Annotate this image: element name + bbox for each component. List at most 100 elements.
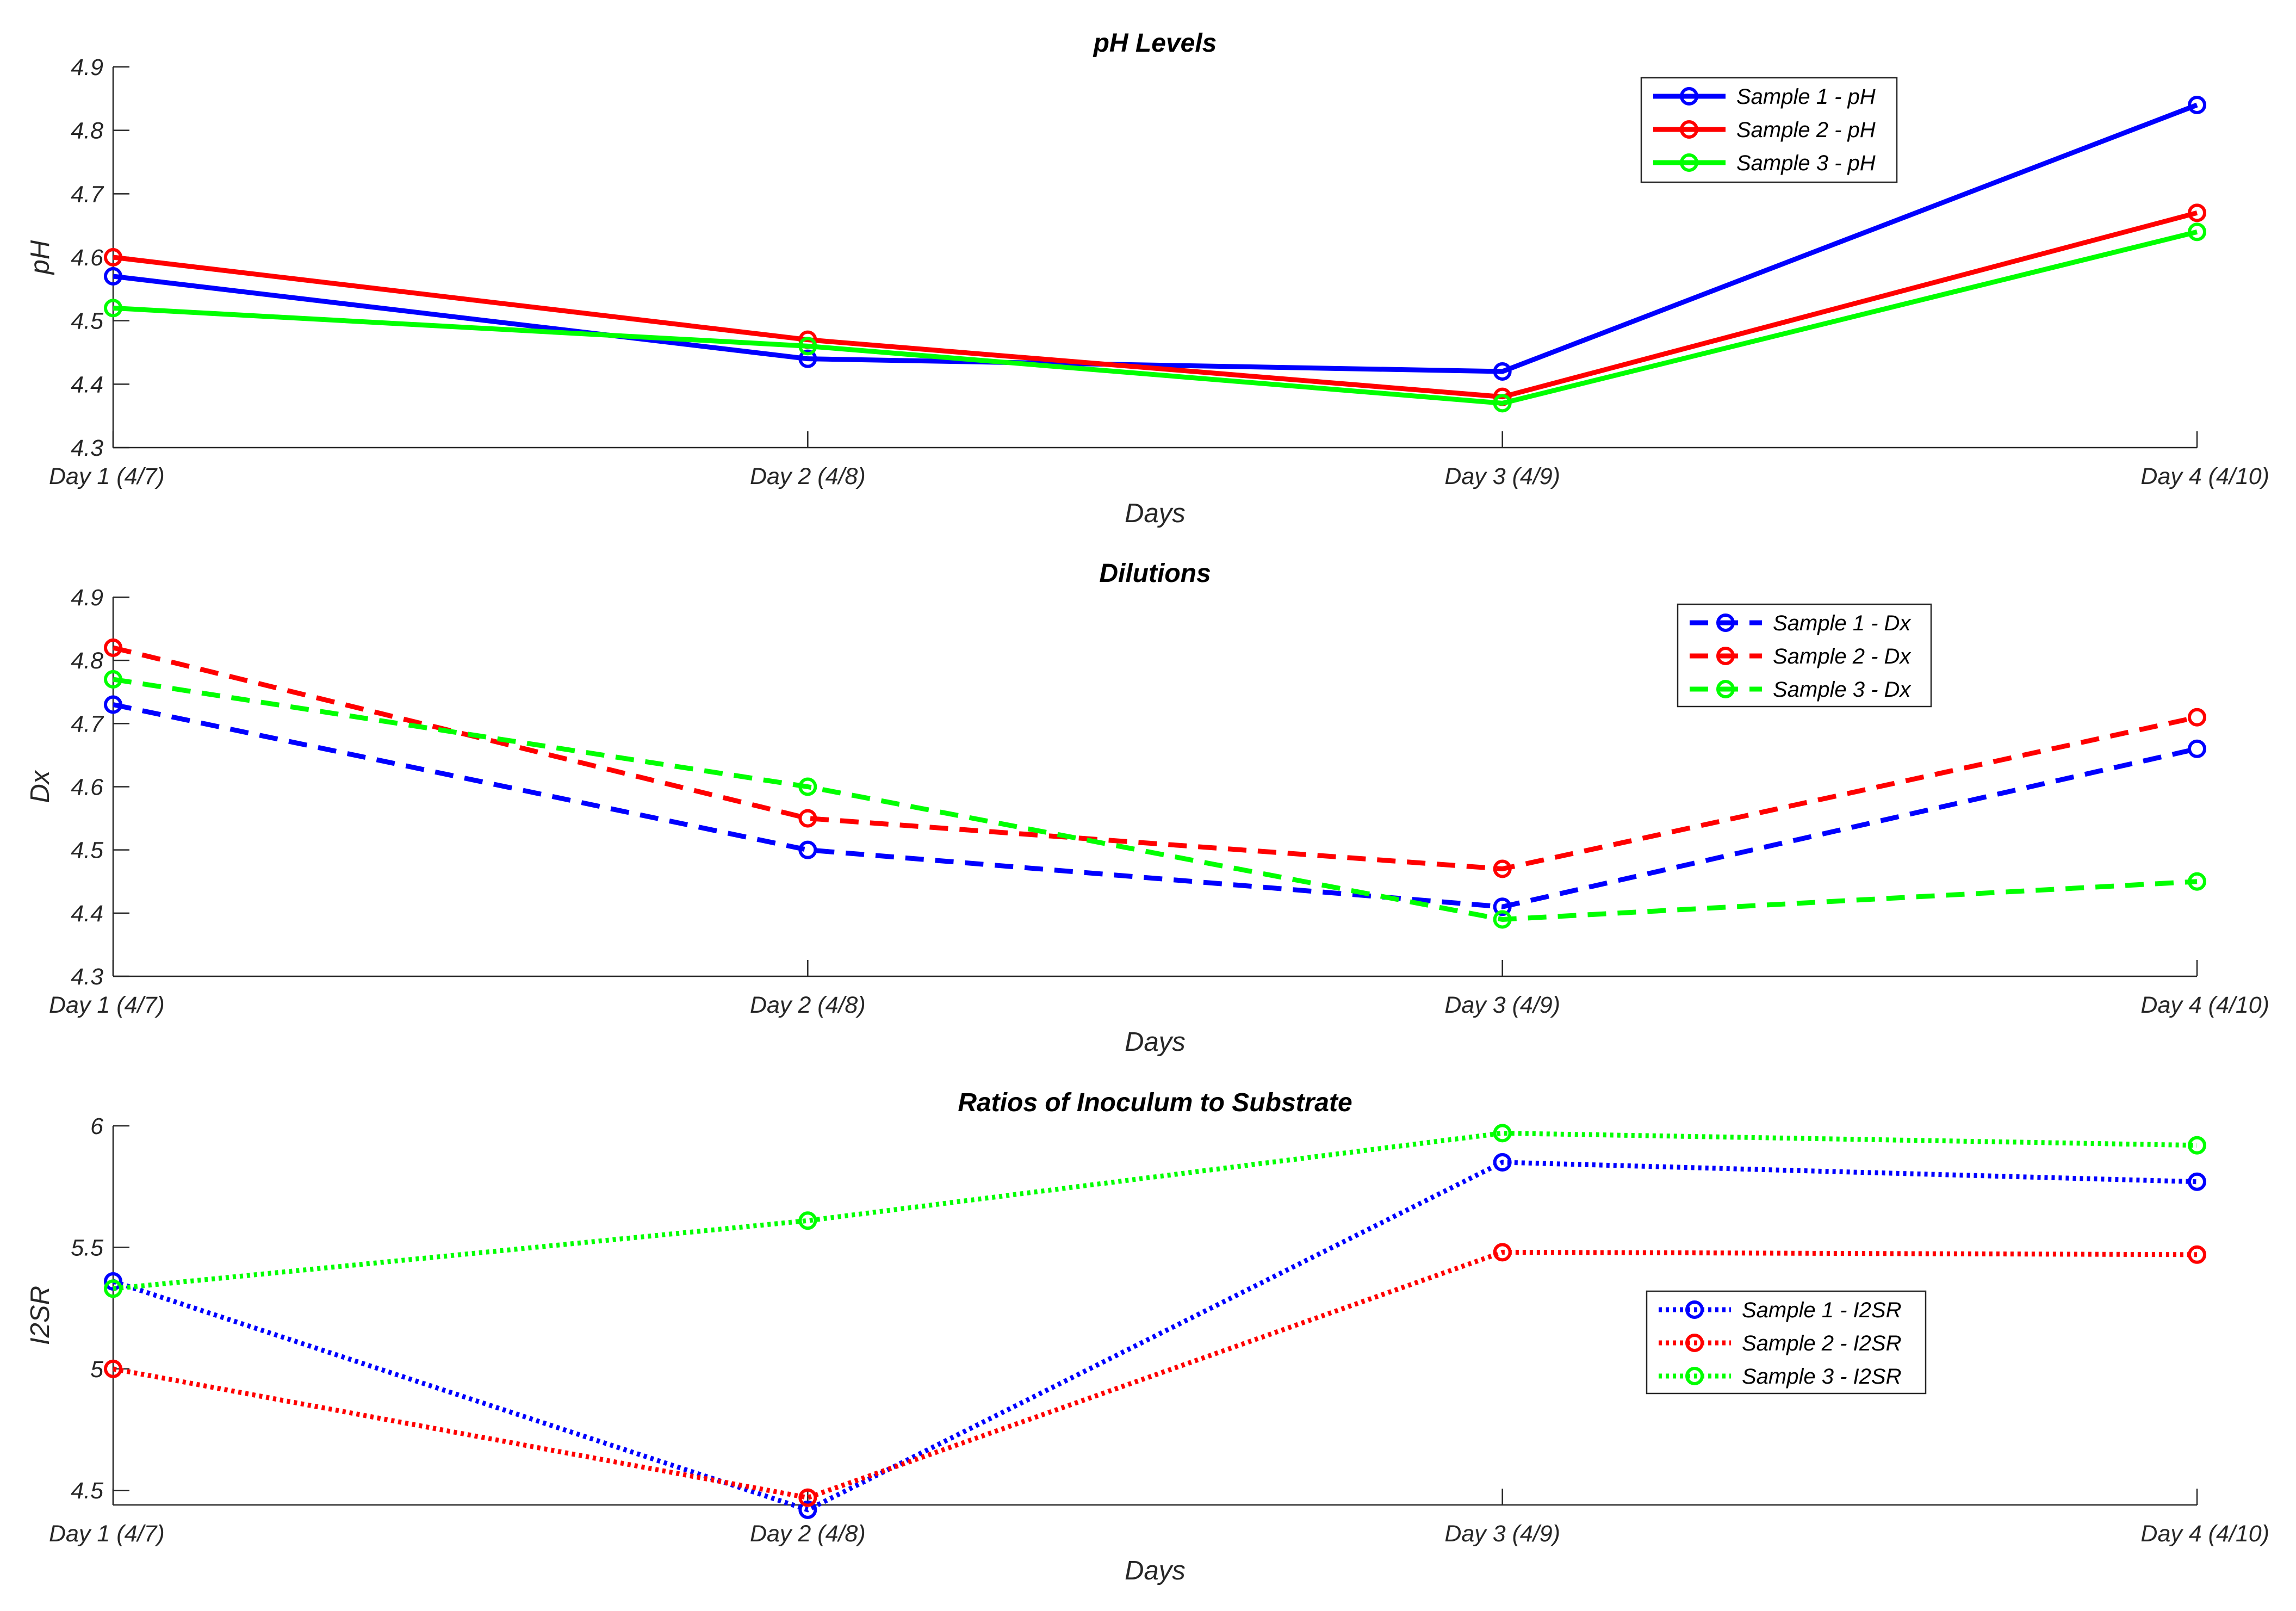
legend-label: Sample 1 - Dx	[1773, 611, 1912, 635]
data-point	[798, 840, 817, 859]
legend-marker	[1685, 1334, 1704, 1352]
x-axis-label: Days	[1125, 1556, 1186, 1585]
y-tick-label: 4.3	[71, 435, 103, 461]
x-tick-label: Day 4 (4/10)	[2140, 463, 2269, 490]
legend-marker	[1685, 1367, 1704, 1385]
legend-marker	[1716, 680, 1735, 698]
y-tick-label: 4.3	[71, 964, 103, 990]
x-axis-label: Days	[1125, 499, 1186, 528]
data-point	[798, 1500, 817, 1519]
y-tick-label: 5	[90, 1356, 104, 1383]
legend-label: Sample 2 - I2SR	[1742, 1331, 1901, 1355]
data-point	[104, 248, 122, 267]
legend-marker	[1685, 1300, 1704, 1319]
legend-label: Sample 2 - pH	[1736, 118, 1876, 142]
x-tick-label: Day 2 (4/8)	[750, 463, 866, 490]
data-point	[1493, 1243, 1512, 1262]
series-1	[104, 96, 2206, 381]
series-3	[104, 1124, 2206, 1298]
x-tick-label: Day 3 (4/9)	[1444, 463, 1560, 490]
legend: Sample 1 - pH Sample 2 - pH Sample 3 - pH	[1640, 77, 1898, 183]
series-1	[104, 1153, 2206, 1519]
legend: Sample 1 - Dx Sample 2 - Dx Sample 3 - Dx	[1677, 603, 1932, 708]
data-point	[2188, 96, 2206, 114]
data-point	[1493, 859, 1512, 878]
legend-marker	[1716, 614, 1735, 632]
y-tick-label: 4.5	[71, 1478, 104, 1504]
legend-marker	[1680, 87, 1698, 106]
data-point	[2188, 739, 2206, 758]
data-point	[104, 695, 122, 714]
legend-label: Sample 1 - I2SR	[1742, 1298, 1901, 1322]
legend-label: Sample 3 - Dx	[1773, 678, 1912, 702]
x-tick-label: Day 4 (4/10)	[2140, 992, 2269, 1018]
data-point	[798, 809, 817, 828]
chart-panel-3: Ratios of Inoculum to Substrate 4.5 5 5.5 6 D…	[26, 1088, 2269, 1585]
data-point	[798, 777, 817, 796]
data-point	[104, 670, 122, 689]
legend-label: Sample 3 - pH	[1736, 151, 1876, 175]
series-3	[104, 670, 2206, 929]
data-point	[798, 349, 817, 368]
legend-marker	[1716, 647, 1735, 665]
x-tick-label: Day 4 (4/10)	[2140, 1521, 2269, 1547]
y-tick-label: 5.5	[71, 1235, 104, 1261]
series-line	[113, 1249, 2198, 1501]
y-tick-label: 4.4	[71, 371, 103, 398]
y-tick-label: 4.9	[71, 585, 103, 611]
series-line	[113, 210, 2198, 400]
data-point	[104, 638, 122, 657]
series-line	[112, 645, 2198, 872]
x-axis-label: Days	[1125, 1027, 1186, 1057]
chart-title: pH Levels	[1093, 29, 1217, 58]
chart-panel-2: Dilutions 4.3 4.4 4.5 4.6 4.7 4.8 4.9 Day 1 (4/7…	[26, 559, 2269, 1057]
y-tick-label: 4.5	[71, 838, 104, 864]
series-line	[113, 229, 2198, 406]
y-tick-label: 4.5	[71, 308, 104, 334]
chart-title: Ratios of Inoculum to Substrate	[958, 1088, 1352, 1117]
x-tick-label: Day 1 (4/7)	[49, 463, 165, 490]
y-tick-label: 6	[90, 1113, 103, 1139]
series-line	[113, 702, 2198, 909]
legend-label: Sample 1 - pH	[1736, 85, 1876, 109]
y-tick-label: 4.8	[71, 118, 103, 144]
legend: Sample 1 - I2SR Sample 2 - I2SR Sample 3 -…	[1646, 1290, 1927, 1395]
y-tick-label: 4.9	[71, 54, 103, 80]
data-point	[2188, 1245, 2206, 1264]
y-tick-label: 4.6	[71, 245, 103, 271]
y-axis-label: Dx	[26, 770, 55, 803]
data-point	[104, 1279, 122, 1298]
data-point	[104, 1359, 122, 1378]
x-tick-label: Day 1 (4/7)	[49, 1521, 165, 1547]
data-point	[1493, 910, 1512, 929]
series-line	[113, 1130, 2198, 1291]
data-point	[104, 299, 122, 318]
data-point	[104, 267, 122, 286]
data-point	[1493, 897, 1512, 916]
chart-title: Dilutions	[1099, 559, 1211, 588]
y-tick-label: 4.7	[71, 711, 104, 737]
series-2	[104, 638, 2206, 878]
y-axis-label: pH	[26, 240, 55, 275]
series-line	[112, 1160, 2198, 1513]
series-line	[113, 102, 2198, 374]
data-point	[2188, 708, 2206, 727]
x-tick-label: Day 1 (4/7)	[49, 992, 165, 1018]
series-3	[104, 222, 2206, 413]
legend-marker	[1680, 120, 1698, 139]
data-point	[798, 1488, 817, 1507]
x-tick-label: Day 3 (4/9)	[1444, 992, 1560, 1018]
y-tick-label: 4.4	[71, 901, 103, 927]
data-point	[2188, 203, 2206, 222]
series-1	[104, 695, 2206, 916]
data-point	[1493, 1153, 1512, 1172]
y-tick-label: 4.6	[71, 774, 103, 801]
data-point	[1493, 362, 1512, 381]
data-point	[2188, 1136, 2206, 1155]
legend-label: Sample 3 - I2SR	[1742, 1365, 1901, 1389]
legend-marker	[1680, 153, 1698, 172]
chart-panel-1: pH Levels 4.3 4.4 4.5 4.6 4.7 4.8 4.9 Day 1 (4/7…	[26, 29, 2269, 528]
series-2	[104, 1243, 2206, 1507]
y-tick-label: 4.7	[71, 181, 104, 207]
